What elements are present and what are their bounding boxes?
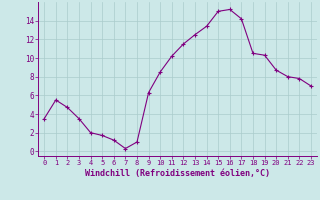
X-axis label: Windchill (Refroidissement éolien,°C): Windchill (Refroidissement éolien,°C) bbox=[85, 169, 270, 178]
